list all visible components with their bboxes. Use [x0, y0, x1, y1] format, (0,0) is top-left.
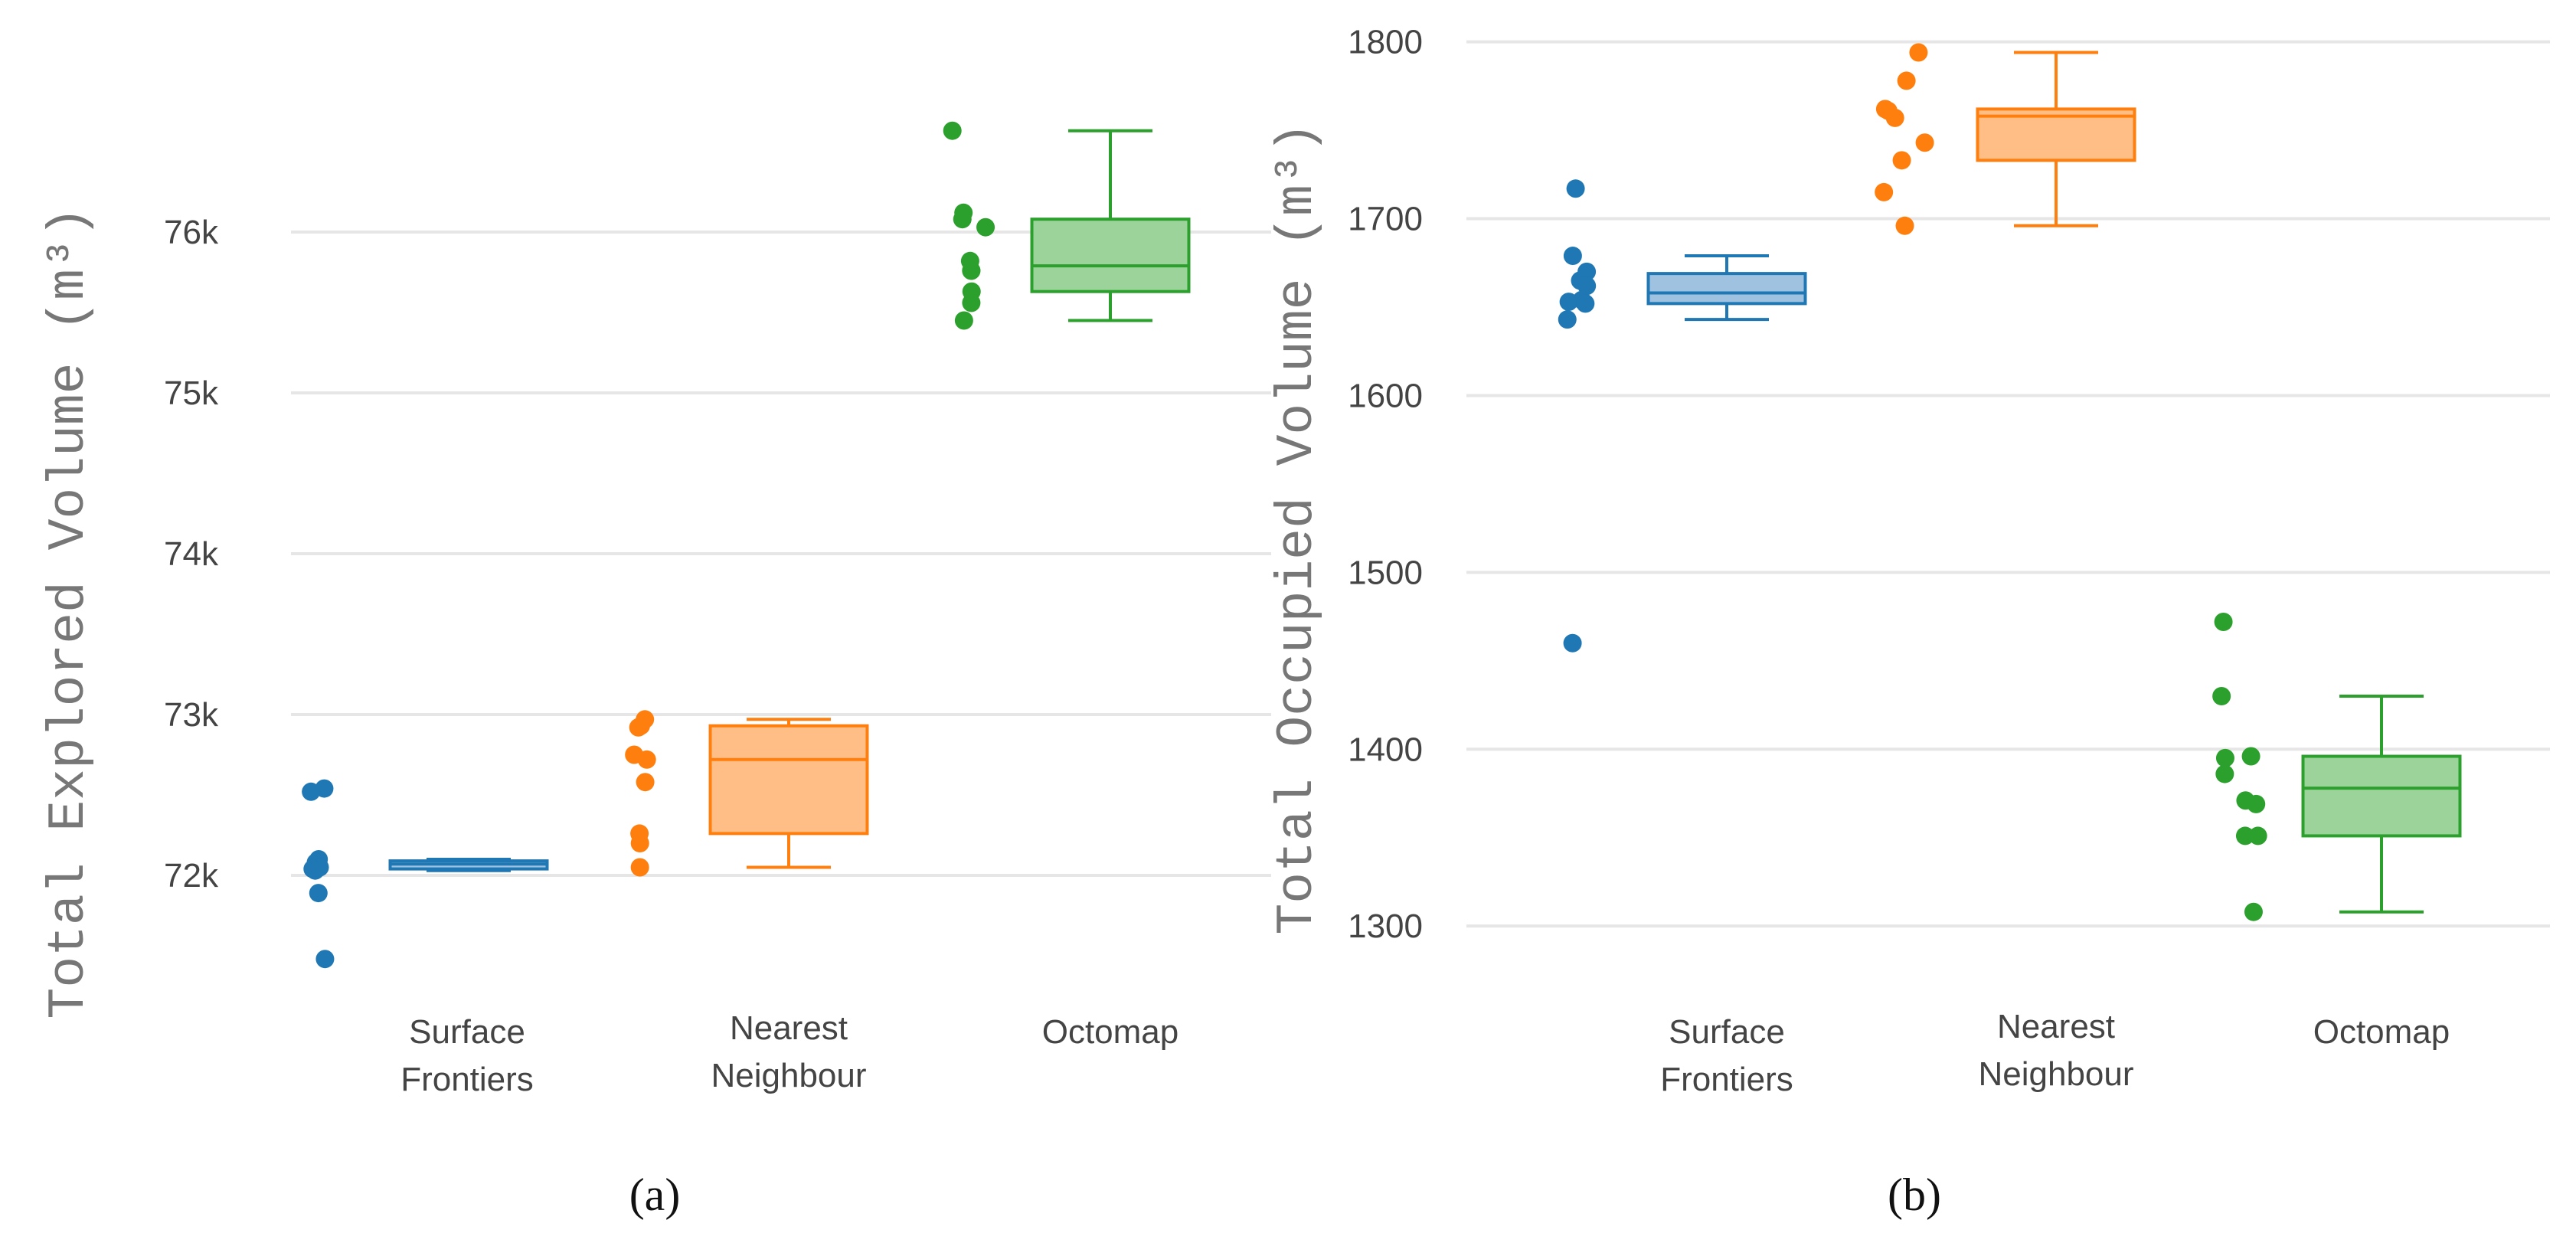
- y-tick-label: 75k: [164, 375, 219, 412]
- x-category-label-line: Frontiers: [1660, 1061, 1793, 1098]
- data-point: [2215, 748, 2234, 767]
- y-tick-label: 76k: [164, 214, 219, 251]
- data-point: [1885, 108, 1904, 127]
- x-category-label: Octomap: [2313, 1013, 2450, 1051]
- y-tick-label: 1700: [1348, 201, 1423, 238]
- data-point: [954, 311, 973, 330]
- x-category-label: Nearest Neighbour: [711, 1009, 866, 1094]
- data-point: [630, 834, 649, 852]
- series-surface-frontiers: [302, 779, 549, 969]
- x-category-label-line: Octomap: [2313, 1013, 2450, 1051]
- data-point: [2244, 902, 2263, 921]
- chart-panel-b: 1300 1400 1500 1600 1700 1800 Total Occupied V…: [1268, 24, 2550, 1220]
- data-point: [629, 718, 648, 737]
- box-iqr: [708, 724, 869, 836]
- panel-caption: (b): [1888, 1169, 1941, 1220]
- box-iqr: [1030, 218, 1191, 293]
- data-point: [2248, 826, 2267, 846]
- series-surface-frontiers: [1558, 179, 1807, 653]
- data-point: [1915, 133, 1934, 152]
- data-point: [1909, 43, 1928, 62]
- data-point: [943, 121, 962, 140]
- x-category-label: Nearest Neighbour: [1978, 1008, 2133, 1093]
- data-point: [1566, 179, 1585, 198]
- y-axis-title-unit: (m³): [1268, 123, 1327, 247]
- series-nearest-neighbour: [625, 710, 869, 877]
- x-category-label-line: Octomap: [1042, 1013, 1179, 1051]
- data-point: [2212, 687, 2231, 705]
- y-tick-label: 72k: [164, 857, 219, 895]
- y-tick-label: 1400: [1348, 731, 1423, 768]
- x-category-label: Octomap: [1042, 1013, 1179, 1051]
- data-point: [1558, 310, 1577, 329]
- data-point: [1563, 247, 1582, 266]
- data-point: [2241, 747, 2261, 766]
- y-axis-title-text: Total Explored Volume: [40, 332, 99, 1019]
- series-nearest-neighbour: [1875, 43, 2136, 235]
- y-axis-title-text: Total Occupied Volume: [1268, 247, 1327, 935]
- data-point: [953, 210, 972, 229]
- x-category-label-line: Frontiers: [400, 1061, 534, 1098]
- data-point: [636, 773, 655, 792]
- y-tick-label: 1600: [1348, 377, 1423, 414]
- y-tick-label: 1500: [1348, 554, 1423, 591]
- data-point: [1563, 633, 1582, 653]
- x-category-label-line: Surface: [1669, 1013, 1785, 1051]
- y-tick-label: 1800: [1348, 24, 1423, 61]
- y-tick-label: 1300: [1348, 908, 1423, 945]
- data-point: [2215, 764, 2234, 783]
- data-point: [1559, 293, 1578, 312]
- x-category-label-line: Nearest: [1997, 1008, 2115, 1045]
- y-tick-label: 73k: [164, 696, 219, 734]
- data-point: [630, 858, 649, 877]
- x-category-label: Surface Frontiers: [1660, 1013, 1793, 1098]
- x-category-label: Surface Frontiers: [400, 1013, 534, 1098]
- data-point: [1895, 216, 1914, 235]
- y-axis-title: Total Explored Volume (m³): [40, 207, 99, 1019]
- data-point: [2214, 613, 2233, 632]
- data-point: [1577, 276, 1597, 296]
- data-point: [962, 293, 981, 312]
- x-category-label-line: Neighbour: [1978, 1055, 2133, 1093]
- chart-panel-a: 72k 73k 74k 75k 76k Total Explored Volume (m³…: [40, 121, 1271, 1220]
- series-octomap: [943, 121, 1191, 330]
- data-point: [976, 218, 995, 237]
- data-point: [1892, 151, 1911, 170]
- box-iqr: [2301, 754, 2462, 838]
- y-tick-label: 74k: [164, 535, 219, 573]
- data-point: [315, 950, 335, 969]
- data-point: [309, 884, 328, 903]
- data-point: [637, 750, 656, 769]
- data-point: [306, 861, 325, 880]
- data-point: [1875, 182, 1894, 201]
- data-point: [2235, 826, 2254, 846]
- data-point: [1897, 71, 1916, 90]
- data-point: [302, 782, 321, 801]
- panel-caption: (a): [629, 1169, 681, 1220]
- data-point: [962, 261, 981, 280]
- box-iqr: [1646, 272, 1807, 306]
- x-category-label-line: Surface: [409, 1013, 525, 1051]
- x-category-label-line: Nearest: [730, 1009, 848, 1047]
- y-axis-title: Total Occupied Volume (m³): [1268, 123, 1327, 935]
- y-axis-title-unit: (m³): [40, 207, 99, 332]
- data-point: [2247, 794, 2266, 813]
- series-octomap: [2212, 613, 2462, 921]
- x-category-label-line: Neighbour: [711, 1057, 866, 1094]
- data-point: [1576, 294, 1595, 313]
